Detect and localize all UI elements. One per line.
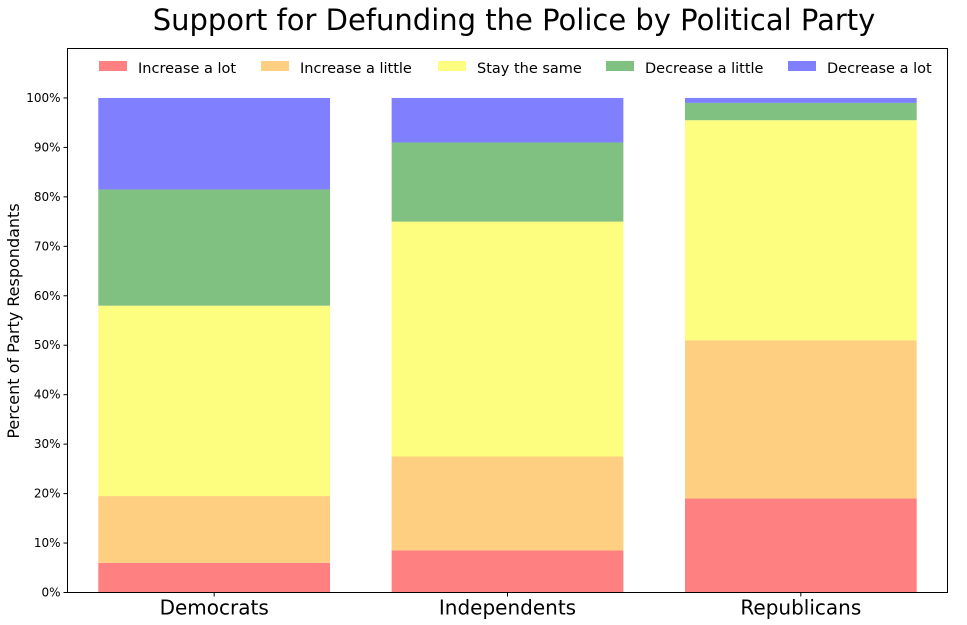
bar-segment-republicans-increase-a-little	[684, 340, 917, 499]
y-tick-label: 50%	[34, 338, 61, 352]
y-tick-label: 30%	[34, 437, 61, 451]
y-tick-label: 0%	[41, 586, 60, 600]
bar-segment-republicans-decrease-a-lot	[684, 97, 917, 103]
bars-layer	[98, 97, 917, 593]
bar-segment-democrats-decrease-a-lot	[98, 97, 331, 190]
bar-segment-republicans-increase-a-lot	[684, 498, 917, 593]
bar-segment-democrats-decrease-a-little	[98, 189, 331, 306]
bar-segment-democrats-increase-a-lot	[98, 562, 331, 593]
legend-label-decrease-a-lot: Decrease a lot	[827, 61, 932, 77]
x-axis-ticks: Democrats Independents Republicans	[160, 592, 861, 620]
bar-segment-independents-increase-a-lot	[391, 550, 624, 593]
legend-label-decrease-a-little: Decrease a little	[645, 61, 764, 77]
legend-swatch-increase-a-lot	[99, 61, 127, 71]
y-tick-label: 90%	[34, 140, 61, 154]
legend-label-stay-the-same: Stay the same	[477, 61, 582, 77]
y-tick-label: 100%	[26, 91, 60, 105]
y-tick-label: 70%	[34, 239, 61, 253]
x-tick-label-democrats: Democrats	[160, 596, 269, 620]
y-tick-label: 80%	[34, 190, 61, 204]
legend-label-increase-a-little: Increase a little	[300, 61, 412, 77]
legend-swatch-increase-a-little	[261, 61, 289, 71]
y-axis-ticks: 0% 10% 20% 30% 40% 50% 60% 70% 80% 90% 100%	[26, 91, 68, 600]
bar-segment-independents-decrease-a-lot	[391, 97, 624, 143]
bar-segment-independents-decrease-a-little	[391, 142, 624, 222]
bar-segment-democrats-increase-a-little	[98, 496, 331, 563]
legend-label-increase-a-lot: Increase a lot	[138, 61, 236, 77]
y-tick-label: 20%	[34, 487, 61, 501]
y-tick-label: 40%	[34, 388, 61, 402]
legend: Increase a lot Increase a little Stay the …	[99, 61, 932, 77]
plot-frame	[67, 48, 948, 593]
y-tick-label: 60%	[34, 289, 61, 303]
bar-segment-independents-stay-the-same	[391, 221, 624, 457]
bar-segment-republicans-stay-the-same	[684, 120, 917, 341]
y-tick-label: 10%	[34, 536, 61, 550]
x-tick-label-independents: Independents	[439, 596, 576, 620]
bar-segment-republicans-decrease-a-little	[684, 102, 917, 121]
bar-segment-democrats-stay-the-same	[98, 305, 331, 497]
bar-segment-independents-increase-a-little	[391, 456, 624, 551]
chart-title: Support for Defunding the Police by Poli…	[153, 3, 876, 37]
legend-swatch-stay-the-same	[438, 61, 466, 71]
legend-swatch-decrease-a-little	[606, 61, 634, 71]
legend-swatch-decrease-a-lot	[788, 61, 816, 71]
y-axis-label: Percent of Party Respondants	[4, 203, 23, 438]
x-tick-label-republicans: Republicans	[740, 596, 861, 620]
